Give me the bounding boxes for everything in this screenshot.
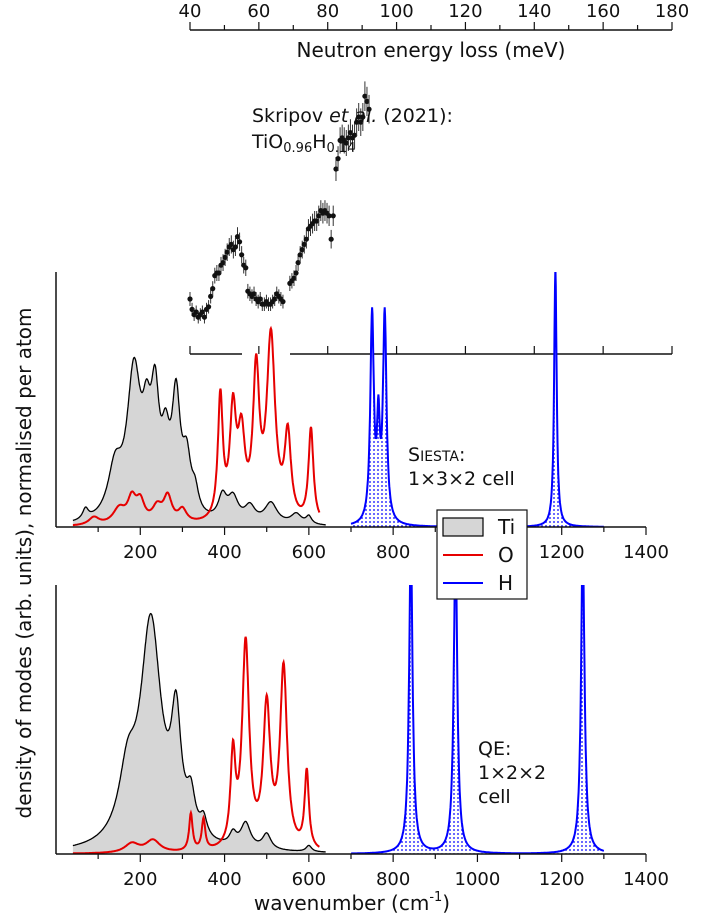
experiment-point [280,294,286,309]
siesta-tick-label: 600 [292,542,326,563]
legend: Ti O H [436,509,528,600]
experiment-point [343,130,349,156]
siesta-tick-label: 200 [123,542,157,563]
experiment-point [201,310,208,324]
qe-ticks: 200 400 600 800 1000 1200 1400 [97,854,669,890]
qe-tick-label: 400 [207,869,241,890]
experiment-point [208,289,214,304]
experiment-point [335,146,341,171]
siesta-curves [72,272,604,527]
legend-label-o: O [498,543,514,567]
experiment-point [232,238,239,256]
experiment-x-label: Neutron energy loss (meV) [297,38,566,62]
qe-curves [72,585,605,854]
qe-series-o [72,636,320,854]
experiment-point [187,292,193,306]
experiment-tick-label: 100 [379,1,413,22]
experiment-point [354,108,360,136]
qe-tick-label: 1200 [539,869,585,890]
experiment-point [293,265,299,281]
qe-tick-label: 800 [376,869,410,890]
qe-tick-label: 200 [123,869,157,890]
experiment-tick-label: 180 [655,1,689,22]
qe-annotation-line2: 1×2×2 [478,762,546,784]
siesta-area-h [351,272,604,527]
siesta-ticks: 200 400 600 800 1200 1400 [97,527,669,563]
experiment-point [358,108,364,136]
experiment-point [333,157,339,181]
experiment-point [243,259,249,276]
siesta-series-o [72,325,321,527]
experiment-point [345,124,351,151]
experiment-point [205,300,212,314]
experiment-point [326,205,332,226]
qe-tick-label: 1400 [623,869,669,890]
experiment-panel: 40 60 80 100 120 140 160 180 Neutron energy los… [179,1,689,355]
legend-swatch-ti [442,517,484,537]
experiment-tick-label: 60 [247,1,270,22]
siesta-tick-label: 400 [207,542,241,563]
experiment-annotation-line1: Skripov et al. (2021): [252,105,453,127]
experiment-tick-label: 120 [448,1,482,22]
siesta-panel: 200 400 600 800 1200 1400 SIESTA: 1×3×2 cell [55,272,669,563]
experiment-ticks: 40 60 80 100 120 140 160 180 [179,1,689,354]
experiment-point [347,119,354,146]
siesta-annotation-code: SIESTA: [408,444,465,466]
qe-tick-label: 1000 [455,869,501,890]
experiment-tick-label: 160 [586,1,620,22]
experiment-annotation-formula: TiO0.96H0.14 [251,131,355,156]
qe-tick-label: 600 [292,869,326,890]
experiment-point [210,281,216,296]
experiment-point [295,254,301,271]
experiment-point [303,229,309,249]
qe-series-ti [72,612,326,853]
experiment-point [239,246,245,264]
experiment-tick-label: 140 [517,1,551,22]
experiment-point [330,205,336,226]
experiment-point [236,232,243,251]
experiment-point [360,103,366,131]
experiment-tick-label: 40 [179,1,202,22]
siesta-tick-label: 800 [376,542,410,563]
qe-area-ti [72,613,326,854]
qe-annotation-line1: QE: [478,738,511,760]
qe-annotation-line3: cell [478,786,511,808]
siesta-tick-label: 1400 [623,542,669,563]
qe-series-h [351,585,605,854]
y-axis-label: density of modes (arb. units), normalise… [12,307,36,818]
experiment-point [356,103,362,131]
experiment-tick-label: 80 [316,1,339,22]
experiment-point [364,86,370,116]
experiment-point [328,229,334,249]
experiment-points [187,81,372,324]
experiment-point [216,265,222,281]
legend-label-ti: Ti [497,515,515,539]
experiment-point [362,81,368,111]
qe-x-label: wavenumber (cm-1) [254,890,450,915]
experiment-point [316,205,322,226]
siesta-tick-label: 1200 [539,542,585,563]
siesta-area-ti [72,357,326,527]
experiment-point [351,121,358,149]
qe-panel: 200 400 600 800 1000 1200 1400 QE: 1×2×2 cell … [55,585,669,915]
siesta-annotation-cell: 1×3×2 cell [408,468,515,490]
siesta-series-ti [72,356,326,526]
legend-label-h: H [498,571,513,595]
experiment-point [366,94,372,124]
